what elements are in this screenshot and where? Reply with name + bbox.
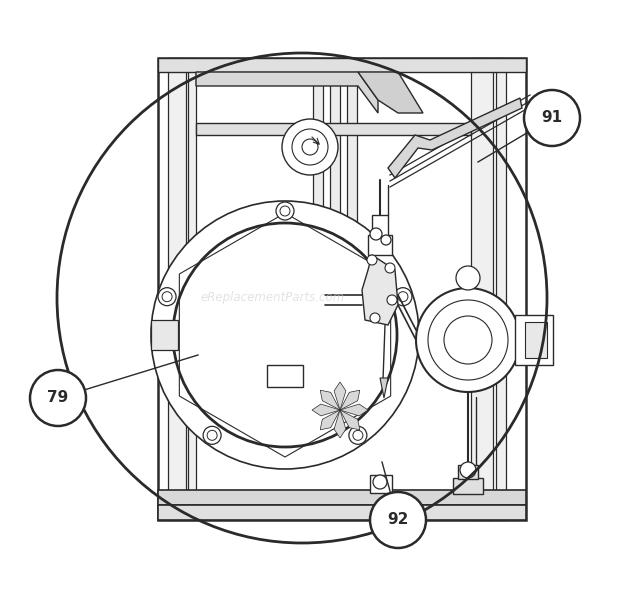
Circle shape [456,266,480,290]
Polygon shape [340,390,360,410]
Bar [372,215,388,237]
Circle shape [282,119,338,175]
Circle shape [158,287,176,306]
Circle shape [30,370,86,426]
Bar [458,465,478,479]
Circle shape [207,430,217,440]
Polygon shape [340,404,368,416]
Polygon shape [320,410,340,430]
Circle shape [203,427,221,444]
Circle shape [524,90,580,146]
Circle shape [385,263,395,273]
Circle shape [394,287,412,306]
Circle shape [460,462,476,478]
Bar [188,58,196,520]
Circle shape [173,223,397,447]
Circle shape [381,235,391,245]
Bar [496,58,506,520]
Circle shape [370,492,426,548]
Polygon shape [312,404,340,416]
Bar [368,235,392,255]
Polygon shape [388,98,522,178]
Circle shape [444,316,492,364]
Text: eReplacementParts.com: eReplacementParts.com [201,291,345,304]
Bar [158,58,526,72]
Circle shape [367,255,377,265]
Polygon shape [196,72,378,113]
Bar [313,58,323,372]
Circle shape [428,300,508,380]
Circle shape [370,313,380,323]
Circle shape [387,295,397,305]
Bar [370,475,392,493]
Polygon shape [320,390,340,410]
Circle shape [302,139,318,155]
Polygon shape [151,320,178,350]
Bar [196,123,471,135]
Bar [347,58,357,372]
Polygon shape [380,378,388,398]
Circle shape [349,427,367,444]
Circle shape [276,202,294,220]
Polygon shape [334,410,346,438]
Bar [158,490,526,505]
Text: 91: 91 [541,111,562,126]
Bar [471,58,493,520]
Bar [525,322,547,358]
Bar [330,58,340,372]
Text: 79: 79 [47,390,69,406]
Circle shape [292,129,328,165]
Bar [453,478,483,494]
Circle shape [398,292,408,302]
Circle shape [370,228,382,240]
Circle shape [151,201,419,469]
Bar [158,505,526,520]
Circle shape [353,430,363,440]
Text: 92: 92 [388,512,409,528]
Polygon shape [340,410,360,430]
Circle shape [280,206,290,216]
Polygon shape [334,382,346,410]
Bar [267,365,303,387]
Bar [515,315,553,365]
Circle shape [162,292,172,302]
Circle shape [373,475,387,489]
Polygon shape [362,255,398,325]
Bar [158,58,526,520]
Circle shape [416,288,520,392]
Bar [168,58,186,520]
Polygon shape [358,72,423,113]
